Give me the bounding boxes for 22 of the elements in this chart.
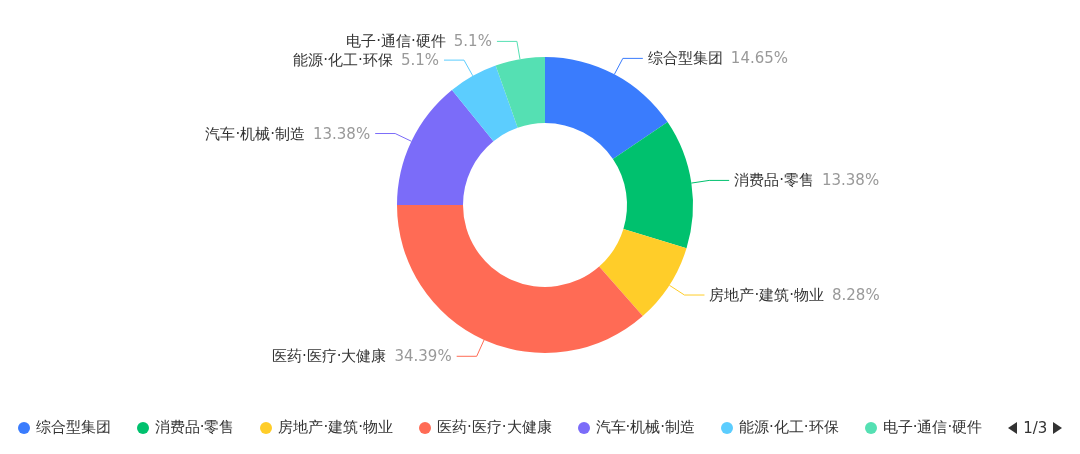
slice-label: 综合型集团 xyxy=(647,49,723,68)
legend-label: 医药·医疗·大健康 xyxy=(437,418,552,437)
slice-label: 汽车·机械·制造 xyxy=(205,124,305,143)
data-label: 8.28% xyxy=(832,286,880,305)
legend-label: 房地产·建筑·物业 xyxy=(278,418,393,437)
data-label: 34.39% xyxy=(394,347,452,366)
slice-label: 电子·通信·硬件 xyxy=(346,32,446,51)
legend-label: 电子·通信·硬件 xyxy=(882,418,983,437)
data-label: 13.38% xyxy=(312,124,371,143)
slice-label: 房地产·建筑·物业 xyxy=(709,286,825,305)
text: 1/3 xyxy=(1023,418,1048,437)
data-label: 5.1% xyxy=(453,32,492,51)
data-label: 14.65% xyxy=(730,49,789,68)
slice-label: 能源·化工·环保 xyxy=(293,51,393,70)
data-label: 5.1% xyxy=(400,51,439,70)
legend-label: 消费品·零售 xyxy=(154,418,235,437)
data-label: 13.38% xyxy=(821,171,880,190)
slice-label: 消费品·零售 xyxy=(734,171,814,190)
legend-label: 能源·化工·环保 xyxy=(739,418,839,437)
slice-label: 医药·医疗·大健康 xyxy=(271,347,387,366)
legend-label: 汽车·机械·制造 xyxy=(595,418,696,437)
legend-label: 综合型集团 xyxy=(35,418,111,437)
